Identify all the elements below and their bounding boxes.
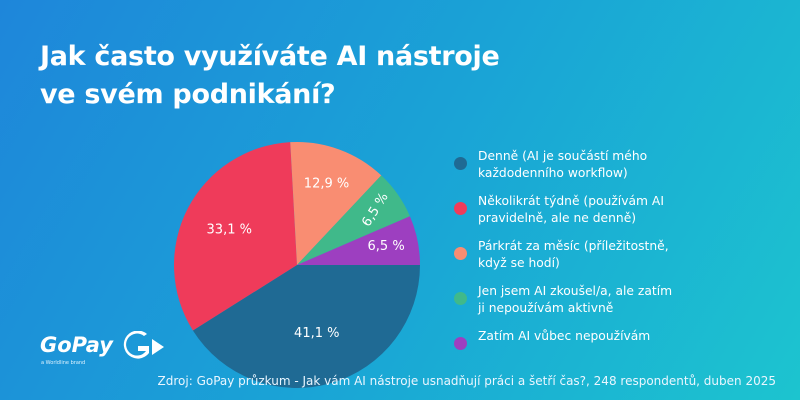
legend-swatch [454,157,467,170]
chart-title: Jak často využíváte AI nástroje ve svém … [40,38,600,114]
legend-swatch [454,247,467,260]
legend-label-line: Zatím AI vůbec nepoužívám [478,329,651,343]
pie-data-label: 12,9 % [304,177,349,192]
legend-label-line: Párkrát za měsíc (příležitostně, [478,239,669,253]
gopay-g-arrow-icon [123,331,164,359]
chart-title-line-1: Jak často využíváte AI nástroje [40,41,500,72]
chart-title-line-2: ve svém podnikání? [40,79,336,110]
legend-item-never: Zatím AI vůbec nepoužívám [454,328,744,361]
pie-slice-tried [297,175,410,265]
legend-swatch [454,202,467,215]
legend-item-tried: Jen jsem AI zkoušel/a, ale zatím ji nepo… [454,283,744,316]
legend-item-daily: Denně (AI je součástí mého každodenního … [454,148,744,181]
legend-label-line: když se hodí) [478,256,560,270]
legend-swatch [454,292,467,305]
pie-data-label: 6,5 % [368,239,405,254]
legend-label-line: Jen jsem AI zkoušel/a, ale zatím [478,284,673,298]
legend-item-weekly: Několikrát týdně (používám AI pravidelně… [454,193,744,226]
logo-tagline: a Worldline brand [41,360,86,366]
legend-item-monthly: Párkrát za měsíc (příležitostně, když se… [454,238,744,271]
legend-label-line: Denně (AI je součástí mého [478,149,648,163]
legend-label-line: pravidelně, ale ne denně) [478,211,637,225]
gopay-logo: GoPay a Worldline brand [40,331,180,371]
logo-wordmark: GoPay [40,333,113,357]
legend-swatch [454,337,467,350]
legend-label-line: ji nepoužívám aktivně [478,301,614,315]
source-note: Zdroj: GoPay průzkum - Jak vám AI nástro… [157,374,776,388]
legend-label-line: Několikrát týdně (používám AI [478,194,664,208]
pie-slice-weekly [174,142,297,331]
pie-slice-monthly [290,141,382,265]
pie-data-label: 41,1 % [294,326,339,341]
legend-label-line: každodenního workflow) [478,166,628,180]
pie-slice-daily [192,265,420,388]
chart-legend: Denně (AI je součástí mého každodenního … [454,148,744,373]
pie-slice-never [297,216,420,265]
pie-data-label: 33,1 % [207,222,252,237]
